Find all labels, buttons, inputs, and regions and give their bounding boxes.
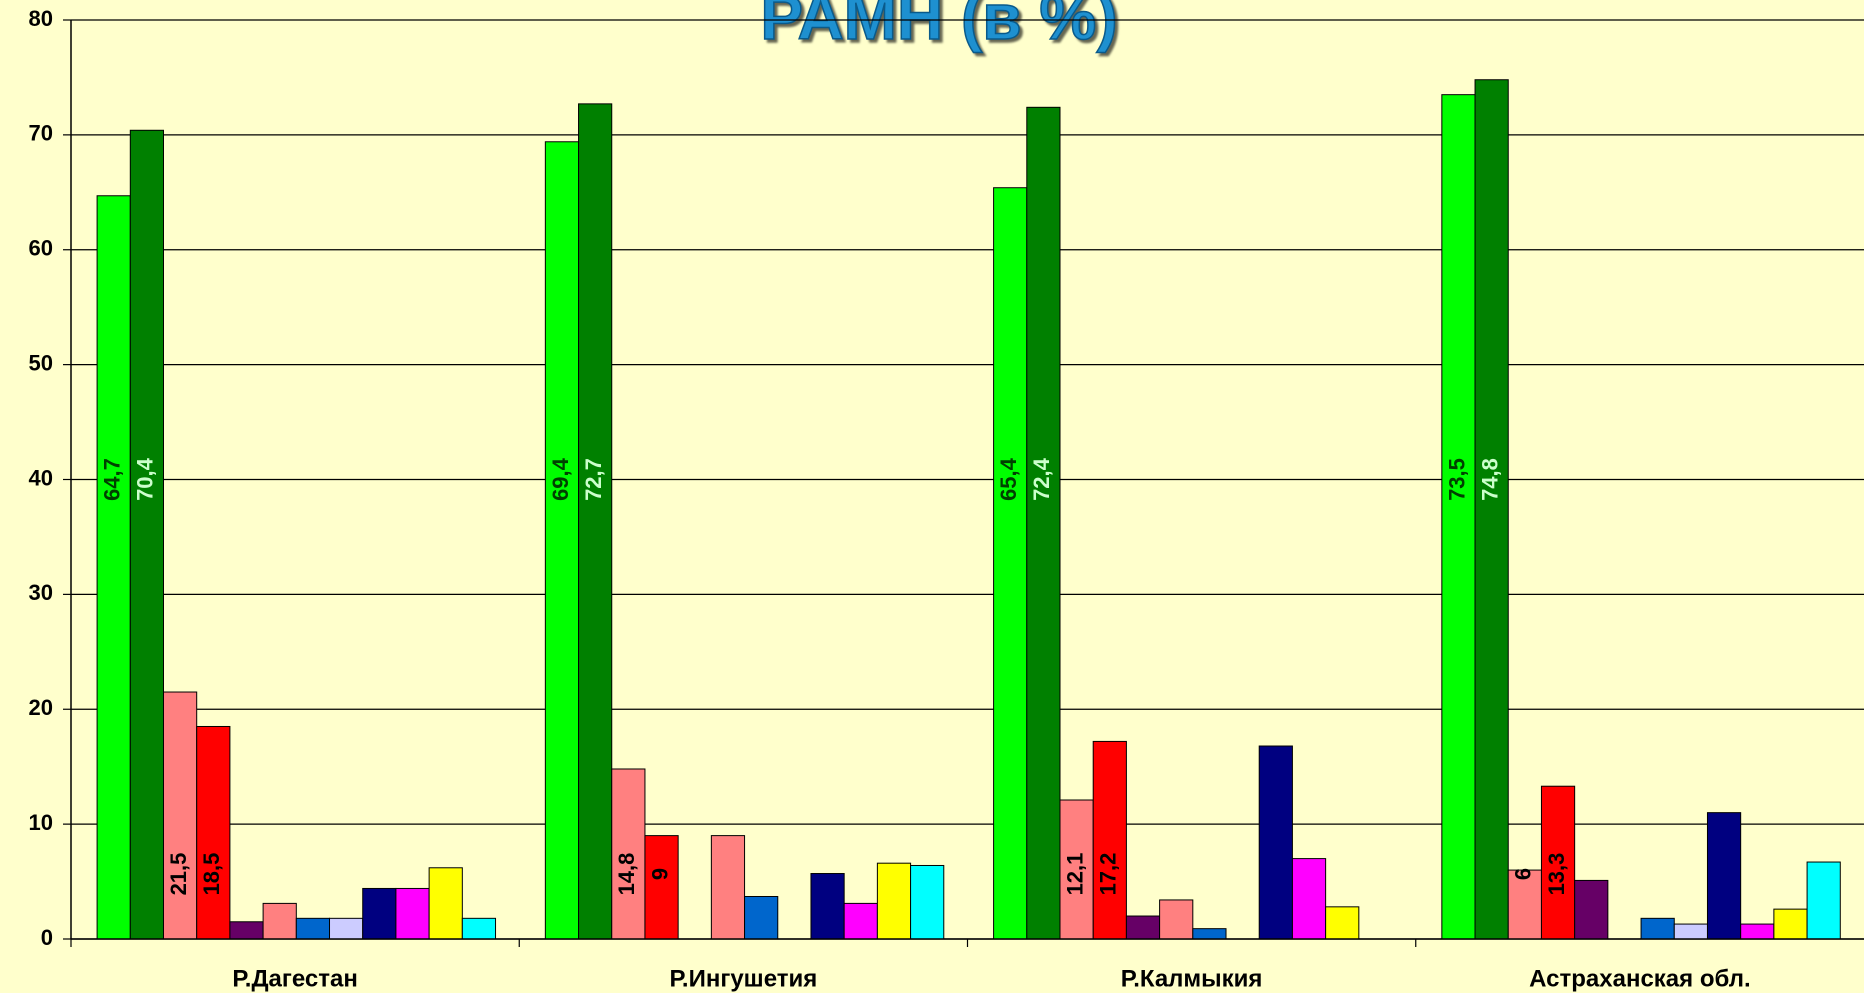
bar (1507, 869, 1542, 940)
bar (362, 887, 397, 940)
bar (262, 902, 297, 940)
bar (1673, 923, 1708, 940)
bar (96, 195, 131, 940)
bar (1325, 906, 1360, 940)
x-tick-label: Р.Ингушетия (670, 965, 818, 992)
bar (710, 835, 746, 940)
value-label: 21,5 (166, 853, 191, 896)
bar (1706, 812, 1742, 940)
value-label: 69,4 (548, 457, 573, 501)
bar (993, 187, 1028, 940)
value-label: 6 (1511, 868, 1536, 880)
bar (544, 141, 580, 940)
bar (1125, 915, 1161, 940)
bar (196, 725, 231, 940)
bar (461, 917, 497, 940)
bar (1092, 740, 1127, 940)
bar (1159, 899, 1194, 940)
bar (910, 864, 945, 940)
value-label: 70,4 (133, 457, 158, 501)
bar (1640, 917, 1675, 940)
value-label: 72,7 (581, 458, 606, 501)
y-tick-label: 60 (29, 236, 53, 261)
bar (1574, 879, 1609, 940)
value-label: 18,5 (199, 853, 224, 896)
bar (843, 902, 878, 940)
bar (1773, 908, 1808, 940)
bar (810, 873, 845, 940)
value-label: 74,8 (1477, 458, 1502, 501)
bar (395, 887, 430, 940)
bar (1291, 858, 1327, 940)
bar (644, 835, 679, 940)
y-tick-label: 70 (29, 121, 53, 146)
y-tick-label: 20 (29, 695, 53, 720)
value-label: 9 (647, 868, 672, 880)
bar (1192, 928, 1227, 940)
y-tick-label: 30 (29, 580, 53, 605)
bar (1806, 861, 1841, 940)
y-tick-label: 50 (29, 350, 53, 375)
bar (1740, 923, 1775, 940)
y-tick-label: 10 (29, 810, 53, 835)
chart-title: РАМН (в %) (760, 0, 1117, 53)
y-tick-label: 80 (29, 6, 53, 31)
bar (1540, 785, 1576, 940)
value-label: 72,4 (1029, 457, 1054, 501)
bar (428, 867, 463, 940)
bar (1474, 79, 1509, 940)
bar (229, 921, 264, 940)
bar (1441, 94, 1476, 940)
bar (329, 917, 364, 940)
bar (162, 691, 198, 940)
value-label: 14,8 (614, 853, 639, 896)
value-label: 17,2 (1096, 853, 1121, 896)
bar (1026, 106, 1061, 940)
value-label: 13,3 (1544, 853, 1569, 896)
y-tick-label: 40 (29, 465, 53, 490)
bar (876, 862, 912, 940)
value-label: 12,1 (1062, 853, 1087, 896)
x-tick-label: Р.Дагестан (232, 965, 358, 992)
value-label: 64,7 (100, 458, 125, 501)
bar (578, 103, 613, 940)
bar (1258, 745, 1293, 940)
value-label: 73,5 (1444, 458, 1469, 501)
y-tick-label: 0 (41, 925, 53, 950)
x-tick-label: Астраханская обл. (1529, 965, 1751, 992)
x-tick-label: Р.Калмыкия (1121, 965, 1263, 992)
value-label: 65,4 (996, 457, 1021, 501)
bar (129, 129, 164, 940)
bar (744, 895, 779, 940)
bar (295, 917, 331, 940)
